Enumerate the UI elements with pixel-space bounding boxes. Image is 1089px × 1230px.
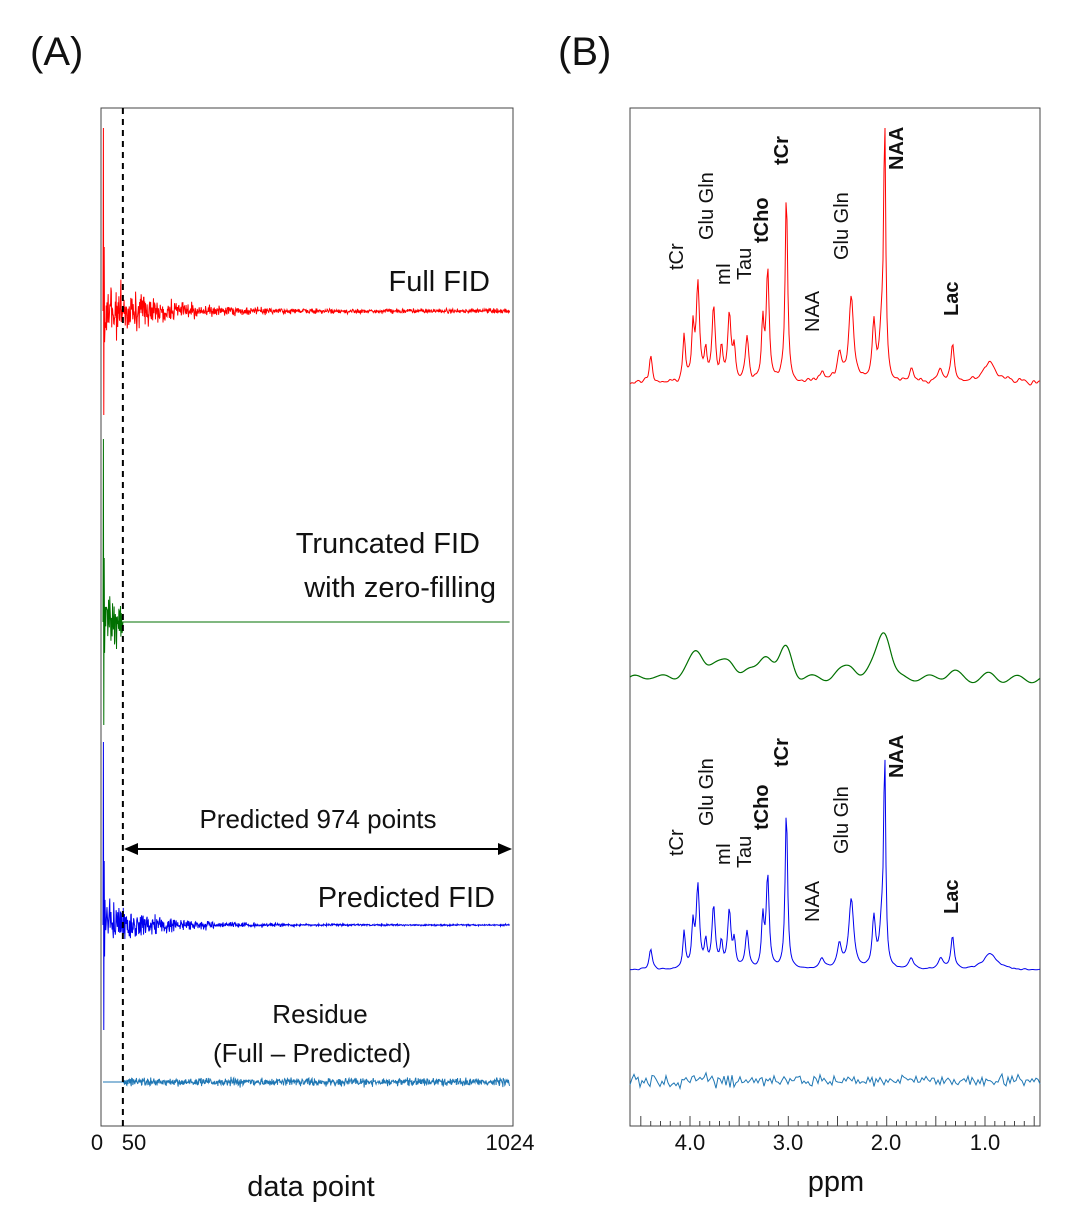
panel-b-label: (B) <box>558 30 611 74</box>
full-peak-label-0: tCr <box>666 243 688 270</box>
predicted-fid-label: Predicted FID <box>318 882 495 914</box>
full-fid-label: Full FID <box>389 266 491 298</box>
truncated-fid-trace <box>102 438 510 726</box>
full-peak-label-3: Tau <box>734 248 756 280</box>
predicted-peak-label-1: Glu Gln <box>696 758 718 826</box>
predicted-peak-label-4: tCho <box>751 784 773 830</box>
panel-a-frame <box>100 107 514 1127</box>
predicted-peak-label-6: NAA <box>802 880 824 922</box>
residue-label-line2: (Full – Predicted) <box>213 1038 411 1068</box>
predicted-peak-label-5: tCr <box>771 738 793 767</box>
predicted-peak-label-2: mI <box>713 843 735 865</box>
predicted-peak-label-7: Glu Gln <box>831 786 853 854</box>
x-tick-0: 0 <box>91 1130 103 1155</box>
full-spectrum-trace <box>629 127 1041 386</box>
full-spectrum-peak-labels: tCr Glu Gln mI Tau tCho tCr NAA Glu Gln NAA Lac <box>666 127 963 332</box>
full-peak-label-4: tCho <box>751 197 773 243</box>
residue-label-line1: Residue <box>272 999 367 1029</box>
full-peak-label-1: Glu Gln <box>696 172 718 240</box>
truncated-spectrum-trace <box>629 632 1041 684</box>
panel-a-plot <box>102 127 511 1088</box>
panel-a-x-axis-title: data point <box>247 1171 374 1203</box>
x-tick-50: 50 <box>122 1130 146 1155</box>
predicted-fid-trace <box>102 741 510 1031</box>
predicted-range-arrow <box>124 843 512 855</box>
full-fid-trace <box>102 127 511 416</box>
predicted-peak-label-3: Tau <box>734 836 756 868</box>
full-peak-label-9: Lac <box>941 282 963 316</box>
truncated-fid-label-line1: Truncated FID <box>296 528 480 560</box>
full-peak-label-7: Glu Gln <box>831 192 853 260</box>
panel-b-plot <box>629 127 1041 1091</box>
panel-b-x-axis-title: ppm <box>808 1166 864 1198</box>
x-tick-1024: 1024 <box>486 1130 535 1155</box>
residue-fid-trace <box>103 1076 511 1088</box>
predicted-peak-label-8: NAA <box>886 735 908 778</box>
full-peak-label-6: NAA <box>802 290 824 332</box>
residue-spectrum-trace <box>629 1071 1041 1091</box>
panel-a-label: (A) <box>30 30 83 74</box>
ppm-tick-2: 2.0 <box>871 1130 902 1155</box>
predicted-peak-label-9: Lac <box>941 880 963 914</box>
predicted-peak-label-0: tCr <box>666 829 688 856</box>
ppm-axis-ticks <box>640 1116 1035 1126</box>
ppm-tick-4: 4.0 <box>675 1130 706 1155</box>
predicted-spectrum-peak-labels: tCr Glu Gln mI Tau tCho tCr NAA Glu Gln NAA Lac <box>666 735 963 922</box>
panel-b-frame <box>629 107 1041 1127</box>
truncated-fid-label-line2: with zero-filling <box>303 572 496 604</box>
full-peak-label-2: mI <box>713 263 735 285</box>
full-peak-label-8: NAA <box>886 127 908 170</box>
predicted-spectrum-trace <box>629 759 1041 971</box>
ppm-tick-3: 3.0 <box>773 1130 804 1155</box>
full-peak-label-5: tCr <box>771 136 793 165</box>
ppm-tick-1: 1.0 <box>970 1130 1001 1155</box>
predicted-points-annotation: Predicted 974 points <box>199 804 436 834</box>
